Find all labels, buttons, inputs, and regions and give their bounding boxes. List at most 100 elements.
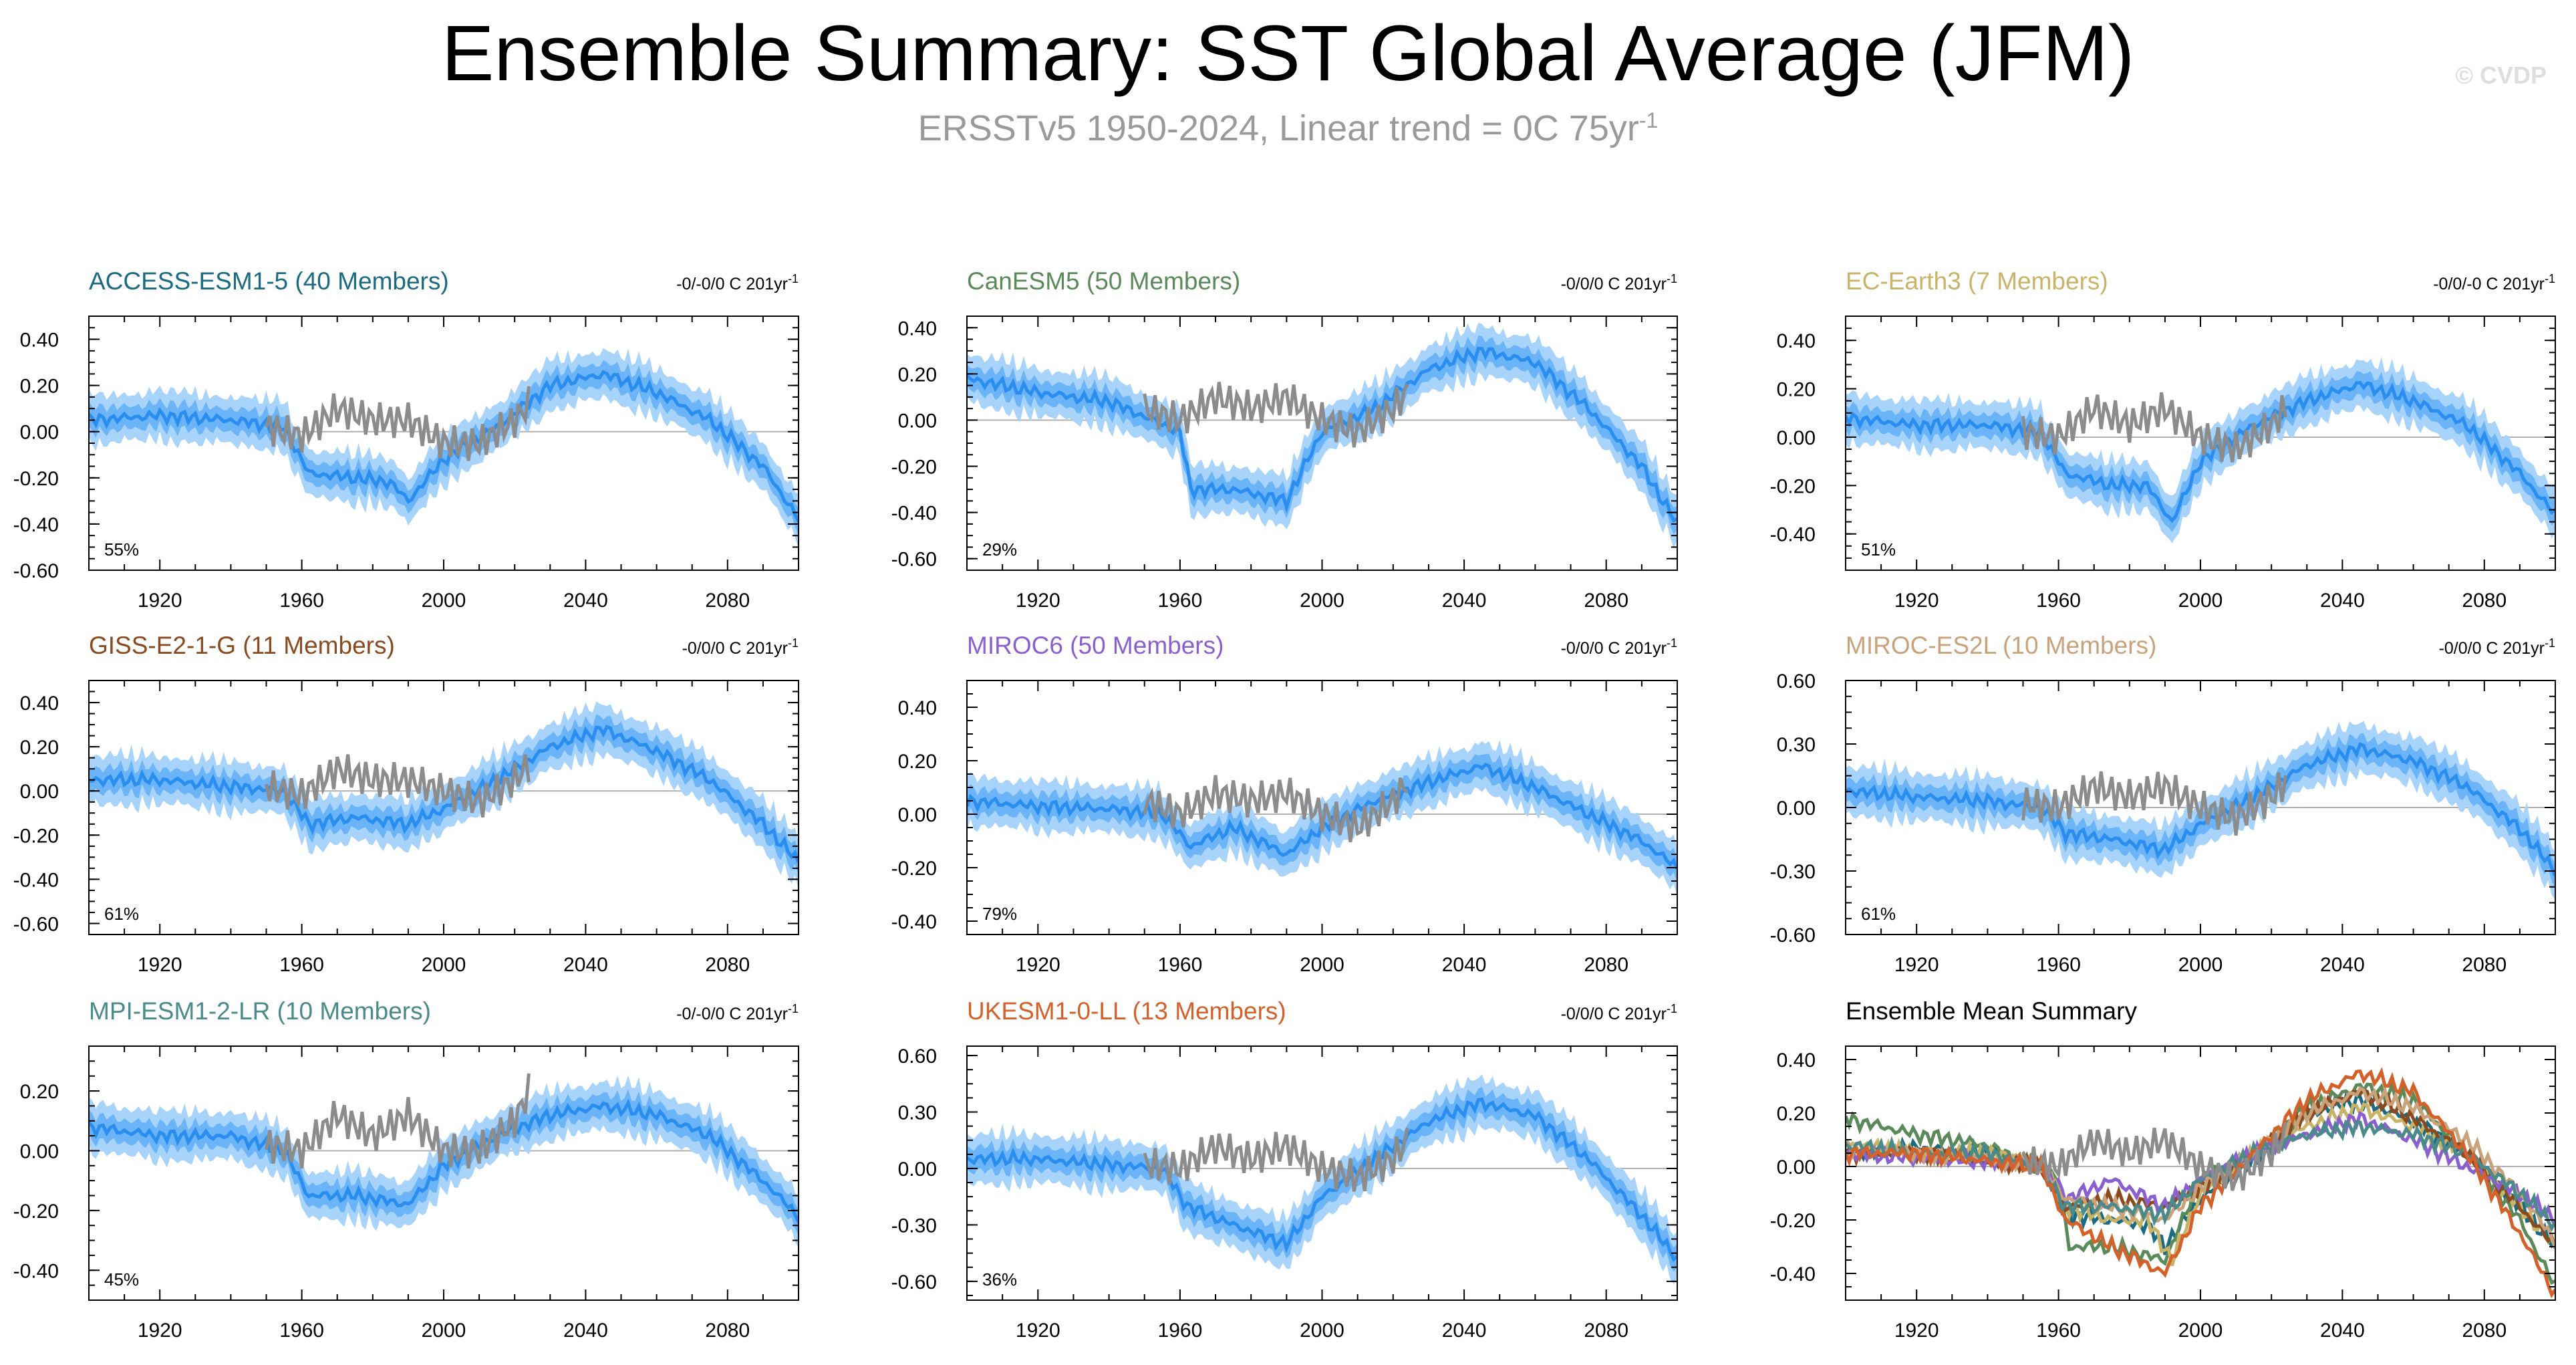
x-tick-label: 1960 [2036,1320,2081,1342]
y-tick-label: 0.40 [1777,1049,1816,1072]
trend-superscript: -1 [2545,636,2555,650]
x-tick-label: 2040 [563,954,608,976]
percent-label: 61% [104,904,139,924]
x-tick-label: 1920 [1016,954,1060,976]
percent-label: 29% [982,539,1017,560]
trend-label: -0/0/0 C 201yr-1 [1561,272,1677,293]
chart-panel-UKESM1-0-LL: UKESM1-0-LL (13 Members) -0/0/0 C 201yr-1… [891,997,1678,1342]
observations-line [265,386,531,461]
ensemble-mean-line [89,370,799,523]
chart-panel-GISS-E2-1-G: GISS-E2-1-G (11 Members) -0/0/0 C 201yr-1… [13,632,799,976]
y-tick-label: -0.40 [891,503,937,525]
y-tick-label: 0.00 [20,781,59,803]
y-tick-label: -0.20 [1770,475,1816,497]
percent-label: 61% [1861,904,1896,924]
y-tick-label: 0.40 [898,697,937,719]
x-tick-label: 1960 [279,590,324,612]
y-tick-label: 0.60 [898,1045,937,1068]
y-tick-label: 0.00 [20,1140,59,1162]
ensemble-spread-inner [89,1089,799,1235]
y-tick-label: 0.00 [898,1158,937,1181]
y-tick-label: -0.60 [13,913,59,935]
y-tick-label: -0.20 [891,858,937,880]
y-tick-label: -0.30 [1770,861,1816,883]
trend-label: -0/0/0 C 201yr-1 [1561,1002,1677,1023]
y-tick-label: -0.20 [13,825,59,847]
ensemble-mean-line [1846,742,2555,877]
chart-title: MPI-ESM1-2-LR (10 Members) [89,997,431,1025]
trend-superscript: -1 [1667,272,1677,285]
x-tick-label: 2000 [1300,1320,1344,1342]
watermark-label: © CVDP [2455,61,2547,89]
x-tick-label: 2000 [1300,590,1344,612]
x-tick-label: 2080 [1584,954,1628,976]
y-tick-label: -0.60 [13,560,59,582]
y-tick-label: 0.00 [1777,427,1816,449]
x-tick-label: 2040 [2320,954,2365,976]
trend-superscript: -1 [788,636,799,650]
x-tick-label: 2040 [2320,590,2365,612]
plot-area [1846,357,2555,543]
x-tick-label: 2080 [1584,590,1628,612]
y-tick-label: 0.20 [898,751,937,773]
series-line-MIROC-ES2L [1846,1085,2555,1249]
percent-label: 51% [1861,539,1896,560]
x-tick-label: 2000 [2178,954,2223,976]
trend-label: -0/0/0 C 201yr-1 [1561,636,1677,658]
x-tick-label: 2000 [2178,1320,2223,1342]
x-tick-label: 2080 [2462,954,2507,976]
y-tick-label: 0.20 [898,364,937,386]
plot-area [89,348,799,549]
x-tick-label: 1920 [1894,590,1939,612]
chart-title: MIROC6 (50 Members) [967,632,1224,659]
observations-line [2021,771,2287,836]
observations-line [1143,775,1409,843]
y-tick-label: 0.00 [898,410,937,432]
plot-area [1846,1067,2555,1299]
x-tick-label: 2040 [1442,954,1487,976]
y-tick-label: -0.20 [13,468,59,490]
ensemble-mean-line [89,1098,799,1223]
y-tick-label: 0.30 [1777,734,1816,756]
x-tick-label: 2080 [705,1320,750,1342]
page-subtitle: ERSSTv5 1950-2024, Linear trend = 0C 75y… [0,99,2576,150]
ensemble-mean-line [1846,380,2555,523]
observations-line [2021,392,2287,463]
plot-area [89,1073,799,1248]
y-tick-label: 0.20 [20,376,59,398]
y-tick-label: -0.40 [13,1260,59,1282]
chart-panel-CanESM5: CanESM5 (50 Members) -0/0/0 C 201yr-1 1920… [891,267,1678,612]
y-tick-label: -0.40 [13,869,59,891]
y-tick-label: 0.20 [1777,1103,1816,1125]
trend-label: -0/0/-0 C 201yr-1 [2433,272,2555,293]
x-tick-label: 1960 [2036,590,2081,612]
x-tick-label: 2040 [2320,1320,2365,1342]
chart-panel-MIROC6: MIROC6 (50 Members) -0/0/0 C 201yr-1 1920 1… [891,632,1678,976]
y-tick-label: -0.20 [891,457,937,479]
y-tick-label: 0.40 [1777,330,1816,352]
y-tick-label: 0.00 [1777,797,1816,820]
percent-label: 79% [982,904,1017,924]
ensemble-spread-outer [89,348,799,549]
y-tick-label: -0.60 [891,1271,937,1293]
y-tick-label: -0.40 [891,911,937,933]
plot-area [967,1074,1677,1285]
series-line-MPI-ESM1-2-LR [1846,1119,2555,1232]
plot-area [967,322,1677,548]
observations-line [265,1073,531,1169]
trend-superscript: -1 [1667,1002,1677,1015]
y-tick-label: 0.40 [898,318,937,340]
observations-line [1143,1127,1409,1192]
x-tick-label: 2080 [705,954,750,976]
x-tick-label: 1920 [1894,1320,1939,1342]
y-tick-label: 0.00 [1777,1156,1816,1178]
series-line-UKESM1-0-LL [1846,1067,2555,1299]
y-tick-label: 0.40 [20,693,59,715]
y-tick-label: 0.00 [898,804,937,826]
y-tick-label: 0.30 [898,1102,937,1124]
x-tick-label: 1920 [138,954,182,976]
x-tick-label: 2080 [1584,1320,1628,1342]
y-tick-label: -0.20 [1770,1210,1816,1232]
x-tick-label: 2040 [563,1320,608,1342]
